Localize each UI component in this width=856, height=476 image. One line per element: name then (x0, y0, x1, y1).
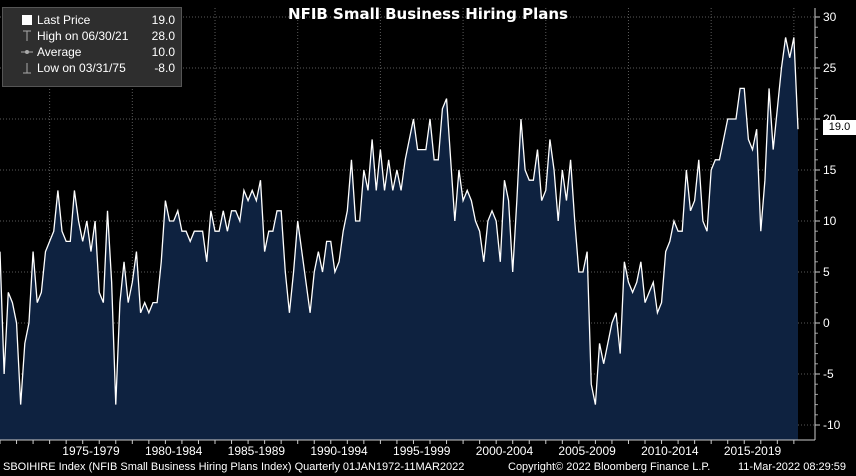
x-tick-label: 1990-1994 (310, 444, 368, 458)
legend-value: -8.0 (154, 61, 175, 75)
y-tick-label: 10 (823, 214, 837, 228)
footer-source: SBOIHIRE Index (NFIB Small Business Hiri… (3, 461, 465, 473)
y-tick-label: 25 (823, 61, 837, 75)
legend-label: Average (37, 45, 82, 59)
data-area (0, 37, 799, 441)
legend-value: 10.0 (151, 45, 175, 59)
x-tick-label: 1995-1999 (393, 444, 451, 458)
high-marker-icon (23, 30, 31, 41)
legend-item-last-price: Last Price 19.0 (3, 12, 181, 28)
x-tick-label: 1975-1979 (62, 444, 120, 458)
x-tick-label: 1980-1984 (145, 444, 203, 458)
low-marker-icon (23, 63, 31, 74)
area-fill (0, 37, 798, 441)
legend: Last Price 19.0 High on 06/30/21 28.0 Av… (2, 7, 182, 87)
x-tick-label: 2015-2019 (724, 444, 782, 458)
legend-value: 28.0 (151, 29, 175, 43)
legend-item-average: Average 10.0 (3, 44, 181, 60)
series-line (0, 37, 799, 405)
y-tick-label: 0 (823, 316, 830, 330)
chart-title: NFIB Small Business Hiring Plans (288, 5, 568, 23)
average-marker-icon (21, 50, 33, 54)
legend-label: Last Price (37, 13, 91, 27)
y-tick-label: 30 (823, 10, 837, 24)
footer-timestamp: 11-Mar-2022 08:29:59 (738, 461, 847, 473)
x-tick-label: 2005-2009 (558, 444, 616, 458)
footer-copyright: Copyright© 2022 Bloomberg Finance L.P. (508, 461, 711, 473)
y-tick-label: 5 (823, 265, 830, 279)
legend-value: 19.0 (151, 13, 175, 27)
legend-item-low: Low on 03/31/75 -8.0 (3, 60, 181, 76)
legend-label: High on 06/30/21 (37, 29, 129, 43)
x-tick-label: 1985-1989 (228, 444, 286, 458)
footer: SBOIHIRE Index (NFIB Small Business Hiri… (0, 459, 856, 476)
last-value-tag: 19.0 (823, 120, 856, 135)
x-axis: 1975-1979 1980-1984 1985-1989 1990-1994 1995… (0, 439, 815, 458)
y-tick-label: -5 (823, 367, 834, 381)
legend-label: Low on 03/31/75 (37, 61, 126, 75)
filled-square-icon (22, 15, 32, 25)
x-tick-label: 2010-2014 (641, 444, 699, 458)
y-tick-label: -10 (823, 418, 841, 432)
x-tick-label: 2000-2004 (476, 444, 534, 458)
y-tick-label: 15 (823, 163, 837, 177)
legend-item-high: High on 06/30/21 28.0 (3, 28, 181, 44)
